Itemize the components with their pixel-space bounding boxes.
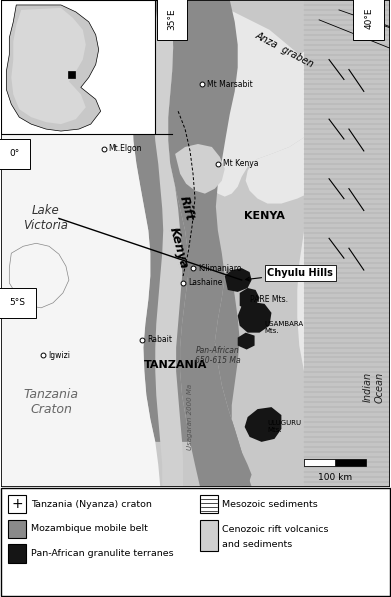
Text: and sediments: and sediments xyxy=(222,540,292,549)
Bar xyxy=(8,495,26,513)
Text: 40°E: 40°E xyxy=(364,8,373,29)
Text: USAMBARA
Mts.: USAMBARA Mts. xyxy=(264,321,304,334)
Text: Cenozoic rift volcanics: Cenozoic rift volcanics xyxy=(222,525,328,534)
Polygon shape xyxy=(200,266,251,487)
Text: TANZANIA: TANZANIA xyxy=(143,361,207,370)
Bar xyxy=(8,544,26,563)
Polygon shape xyxy=(11,8,86,124)
Text: Mt.Elgon: Mt.Elgon xyxy=(109,144,142,153)
Polygon shape xyxy=(168,0,251,487)
Text: Chyulu Hills: Chyulu Hills xyxy=(246,268,334,281)
Text: ULUGURU
Mts.: ULUGURU Mts. xyxy=(267,420,301,433)
Polygon shape xyxy=(175,144,225,193)
Polygon shape xyxy=(2,0,160,487)
Text: 100 km: 100 km xyxy=(318,473,352,482)
Text: Igwizi: Igwizi xyxy=(48,351,70,360)
Text: Kenya: Kenya xyxy=(166,226,190,270)
Polygon shape xyxy=(225,268,251,292)
Polygon shape xyxy=(245,407,282,442)
Text: PARE Mts.: PARE Mts. xyxy=(249,296,288,304)
Bar xyxy=(8,519,26,538)
Polygon shape xyxy=(240,288,260,310)
Bar xyxy=(304,0,389,487)
Polygon shape xyxy=(6,5,100,131)
Text: Rabait: Rabait xyxy=(147,335,172,344)
Polygon shape xyxy=(9,244,69,308)
Text: Indian
Ocean: Indian Ocean xyxy=(363,372,384,403)
Bar xyxy=(68,72,75,78)
Text: Pan-African
650-615 Ma: Pan-African 650-615 Ma xyxy=(195,346,240,365)
Bar xyxy=(200,495,218,513)
Text: +: + xyxy=(11,497,23,511)
Bar xyxy=(2,0,155,134)
Text: Mt Kenya: Mt Kenya xyxy=(223,159,258,168)
Text: Mt Marsabit: Mt Marsabit xyxy=(207,80,253,89)
Polygon shape xyxy=(246,119,344,204)
Polygon shape xyxy=(297,0,389,487)
Text: Tanzania (Nyanza) craton: Tanzania (Nyanza) craton xyxy=(31,500,152,509)
Text: Anza  graben: Anza graben xyxy=(253,30,315,69)
Text: Kilimanjaro: Kilimanjaro xyxy=(198,264,242,273)
Text: 5°S: 5°S xyxy=(9,298,25,307)
Polygon shape xyxy=(126,0,190,442)
Polygon shape xyxy=(152,0,183,487)
Text: KENYA: KENYA xyxy=(244,211,285,221)
Text: Usagaran 2000 Ma: Usagaran 2000 Ma xyxy=(187,384,193,450)
Bar xyxy=(304,458,335,466)
Text: Tanzania
Craton: Tanzania Craton xyxy=(23,388,79,416)
Text: Rift: Rift xyxy=(176,195,196,223)
Text: Mesozoic sediments: Mesozoic sediments xyxy=(222,500,318,509)
Text: Lashaine: Lashaine xyxy=(188,278,222,288)
Polygon shape xyxy=(238,333,255,349)
Polygon shape xyxy=(238,302,271,333)
Text: Mozambique mobile belt: Mozambique mobile belt xyxy=(31,524,148,533)
Text: Pan-African granulite terranes: Pan-African granulite terranes xyxy=(31,549,174,558)
Text: Lake
Victoria: Lake Victoria xyxy=(23,204,68,232)
Text: 0°: 0° xyxy=(9,149,20,158)
Bar xyxy=(304,458,366,466)
Bar xyxy=(200,519,218,550)
Polygon shape xyxy=(172,0,329,196)
Text: 35°E: 35°E xyxy=(168,8,177,30)
